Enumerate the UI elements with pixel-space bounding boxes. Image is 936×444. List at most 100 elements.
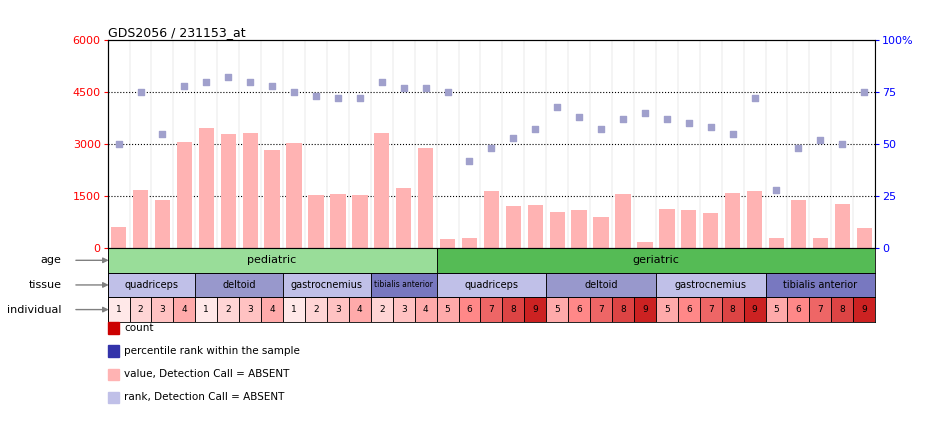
Point (221, 74, 236, 81)
Bar (480, 297, 503, 322)
Bar (835, 204, 850, 248)
Bar (108, 248, 436, 273)
Bar (528, 205, 543, 248)
Bar (484, 191, 499, 248)
Bar (436, 248, 875, 273)
Bar (459, 297, 480, 322)
Point (484, 145, 499, 152)
Bar (810, 297, 831, 322)
Text: 1: 1 (203, 305, 210, 314)
Point (769, 186, 784, 193)
Bar (242, 133, 257, 248)
Point (681, 119, 696, 127)
Text: 8: 8 (510, 305, 517, 314)
Text: tissue: tissue (29, 280, 62, 290)
Text: 7: 7 (708, 305, 713, 314)
Bar (612, 297, 634, 322)
Point (528, 126, 543, 133)
Bar (593, 218, 608, 248)
Bar (108, 297, 129, 322)
Bar (240, 297, 261, 322)
Bar (722, 297, 743, 322)
Bar (743, 297, 766, 322)
Bar (524, 297, 547, 322)
Point (791, 145, 806, 152)
Point (330, 95, 345, 102)
Point (593, 126, 608, 133)
Bar (656, 273, 766, 297)
Bar (371, 297, 393, 322)
Bar (637, 242, 652, 248)
Text: 2: 2 (138, 305, 143, 314)
Text: 2: 2 (379, 305, 385, 314)
Bar (221, 134, 236, 248)
Text: 6: 6 (796, 305, 801, 314)
Bar (108, 273, 196, 297)
Text: 7: 7 (817, 305, 824, 314)
Point (242, 78, 257, 85)
Text: 2: 2 (226, 305, 231, 314)
Text: 6: 6 (686, 305, 692, 314)
Bar (766, 297, 787, 322)
Point (374, 78, 389, 85)
Point (659, 115, 674, 123)
Bar (768, 238, 784, 248)
Text: 3: 3 (335, 305, 341, 314)
Point (396, 84, 411, 91)
Point (177, 82, 192, 89)
Bar (217, 297, 240, 322)
Point (572, 113, 587, 120)
Bar (152, 297, 173, 322)
Bar (265, 150, 280, 248)
Bar (547, 273, 656, 297)
Text: GDS2056 / 231153_at: GDS2056 / 231153_at (108, 26, 245, 39)
Text: percentile rank within the sample: percentile rank within the sample (124, 346, 300, 356)
Text: 7: 7 (489, 305, 494, 314)
Text: 9: 9 (861, 305, 867, 314)
Bar (436, 273, 547, 297)
Bar (177, 142, 192, 248)
Text: 6: 6 (466, 305, 473, 314)
Bar (725, 193, 740, 248)
Bar (198, 128, 214, 248)
Bar (261, 297, 283, 322)
Bar (173, 297, 196, 322)
Bar (349, 297, 371, 322)
Text: geriatric: geriatric (633, 255, 680, 266)
Text: deltoid: deltoid (223, 280, 256, 290)
Bar (436, 297, 459, 322)
Text: count: count (124, 323, 154, 333)
Bar (440, 239, 455, 248)
Point (812, 136, 827, 143)
Text: rank, Detection Call = ABSENT: rank, Detection Call = ABSENT (124, 392, 285, 402)
Text: pediatric: pediatric (247, 255, 297, 266)
Point (637, 109, 652, 116)
Bar (572, 210, 587, 248)
Bar (703, 213, 718, 248)
Bar (415, 297, 436, 322)
Point (549, 103, 564, 110)
Text: 4: 4 (357, 305, 362, 314)
Bar (812, 238, 828, 248)
Bar (327, 297, 349, 322)
Point (352, 95, 367, 102)
Bar (678, 297, 700, 322)
Bar (133, 190, 148, 248)
Point (309, 93, 324, 100)
Bar (129, 297, 152, 322)
Bar (503, 297, 524, 322)
Bar (505, 206, 521, 248)
Text: individual: individual (7, 305, 62, 315)
Point (835, 140, 850, 147)
Point (133, 88, 148, 95)
Bar (615, 194, 631, 248)
Bar (286, 143, 301, 248)
Text: quadriceps: quadriceps (464, 280, 519, 290)
Bar (656, 297, 678, 322)
Bar (700, 297, 722, 322)
Text: 5: 5 (773, 305, 780, 314)
Bar (283, 297, 305, 322)
Text: 9: 9 (533, 305, 538, 314)
Point (440, 88, 455, 95)
Text: 9: 9 (642, 305, 648, 314)
